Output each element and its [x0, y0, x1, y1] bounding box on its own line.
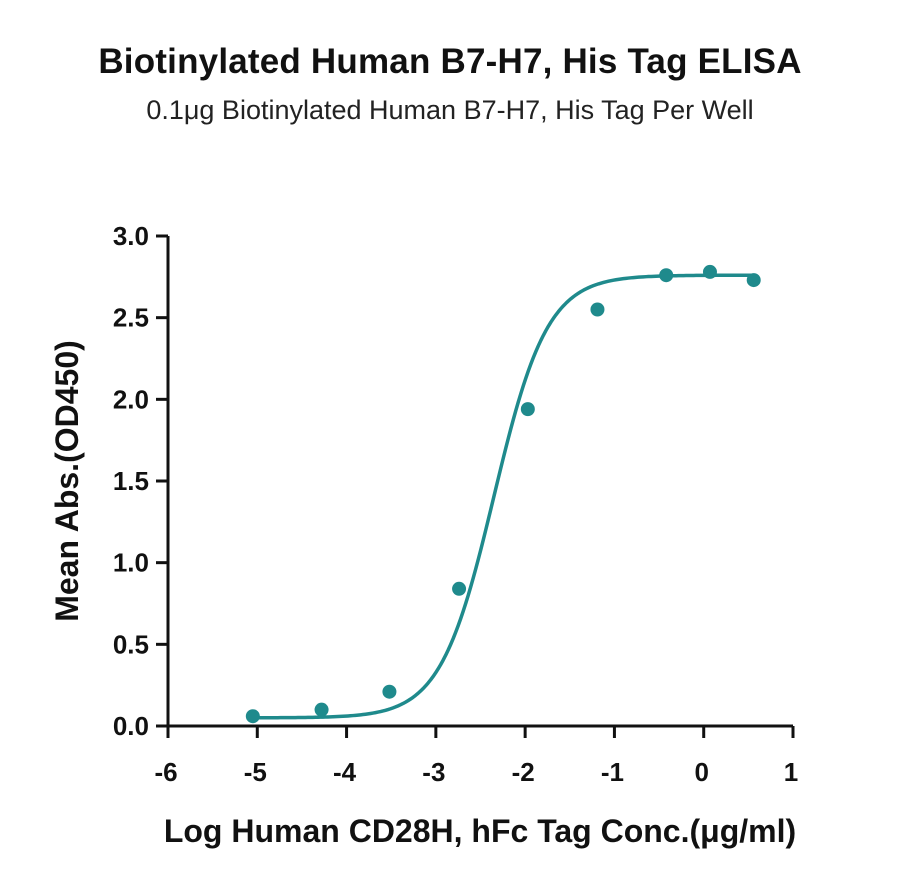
chart-subtitle: 0.1μg Biotinylated Human B7-H7, His Tag … — [146, 95, 754, 125]
data-point — [659, 268, 674, 283]
data-point — [314, 702, 329, 717]
y-tick-label: 3.0 — [113, 221, 149, 251]
data-point — [520, 402, 535, 417]
fit-curve — [251, 273, 756, 720]
x-axis: -6 -5 -4 -3 -2 -1 0 1 — [154, 724, 798, 787]
y-axis-title: Mean Abs.(OD450) — [49, 340, 85, 622]
y-tick-label: 2.0 — [113, 384, 149, 414]
chart-title: Biotinylated Human B7-H7, His Tag ELISA — [98, 42, 802, 81]
y-axis: 0.0 0.5 1.0 1.5 2.0 2.5 3.0 — [113, 221, 170, 741]
y-tick-label: 1.0 — [113, 548, 149, 578]
x-tick-label: -3 — [422, 757, 445, 787]
y-tick-label: 1.5 — [113, 466, 149, 496]
data-point — [452, 581, 467, 596]
x-tick-label: -4 — [333, 757, 357, 787]
x-tick-label: 1 — [784, 757, 798, 787]
plot-area — [245, 264, 761, 724]
x-tick-label: -6 — [154, 757, 177, 787]
data-point — [702, 264, 717, 279]
y-tick-label: 0.0 — [113, 711, 149, 741]
x-tick-label: 0 — [694, 757, 708, 787]
x-tick-label: -1 — [601, 757, 624, 787]
data-point — [590, 302, 605, 317]
data-point — [245, 709, 260, 724]
y-tick-label: 0.5 — [113, 629, 149, 659]
data-point — [382, 684, 397, 699]
y-tick-label: 2.5 — [113, 303, 149, 333]
x-tick-label: -2 — [512, 757, 535, 787]
x-axis-title: Log Human CD28H, hFc Tag Conc.(μg/ml) — [164, 813, 796, 849]
data-point — [746, 273, 761, 288]
x-tick-label: -5 — [244, 757, 267, 787]
